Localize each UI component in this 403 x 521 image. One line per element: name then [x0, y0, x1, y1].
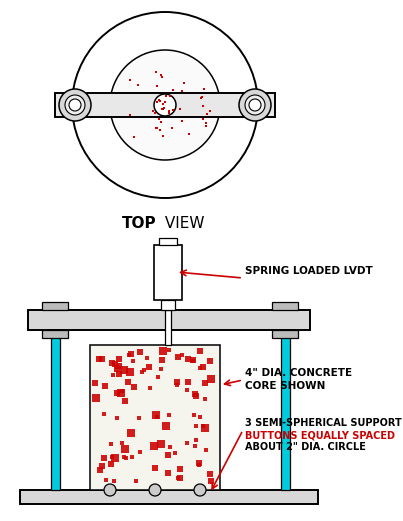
Circle shape: [110, 50, 220, 160]
Bar: [20, 490, 318, 504]
Bar: [272, 302, 298, 310]
Text: ABOUT 2" DIA. CIRCLE: ABOUT 2" DIA. CIRCLE: [245, 442, 366, 452]
Bar: [28, 310, 310, 330]
Circle shape: [69, 99, 81, 111]
Circle shape: [249, 99, 261, 111]
Text: CORE SHOWN: CORE SHOWN: [245, 381, 325, 391]
Text: 4" DIA. CONCRETE: 4" DIA. CONCRETE: [245, 368, 352, 378]
Bar: [42, 330, 68, 338]
Circle shape: [104, 484, 116, 496]
Bar: [165, 310, 171, 345]
Bar: [154, 245, 182, 300]
Bar: [55, 93, 275, 117]
Bar: [159, 238, 177, 245]
Circle shape: [245, 95, 265, 115]
Text: SPRING LOADED LVDT: SPRING LOADED LVDT: [245, 266, 373, 276]
Text: TOP: TOP: [123, 216, 157, 231]
Bar: [161, 300, 175, 310]
Bar: [281, 332, 290, 490]
Bar: [51, 332, 60, 490]
Bar: [272, 330, 298, 338]
Circle shape: [149, 484, 161, 496]
Bar: [42, 302, 68, 310]
Text: BUTTONS EQUALLY SPACED: BUTTONS EQUALLY SPACED: [245, 430, 395, 440]
Circle shape: [194, 484, 206, 496]
Text: VIEW: VIEW: [160, 216, 204, 231]
Circle shape: [59, 89, 91, 121]
Bar: [90, 345, 220, 490]
Circle shape: [154, 94, 176, 116]
Circle shape: [239, 89, 271, 121]
Circle shape: [65, 95, 85, 115]
Text: 3 SEMI-SPHERICAL SUPPORT: 3 SEMI-SPHERICAL SUPPORT: [245, 418, 402, 428]
